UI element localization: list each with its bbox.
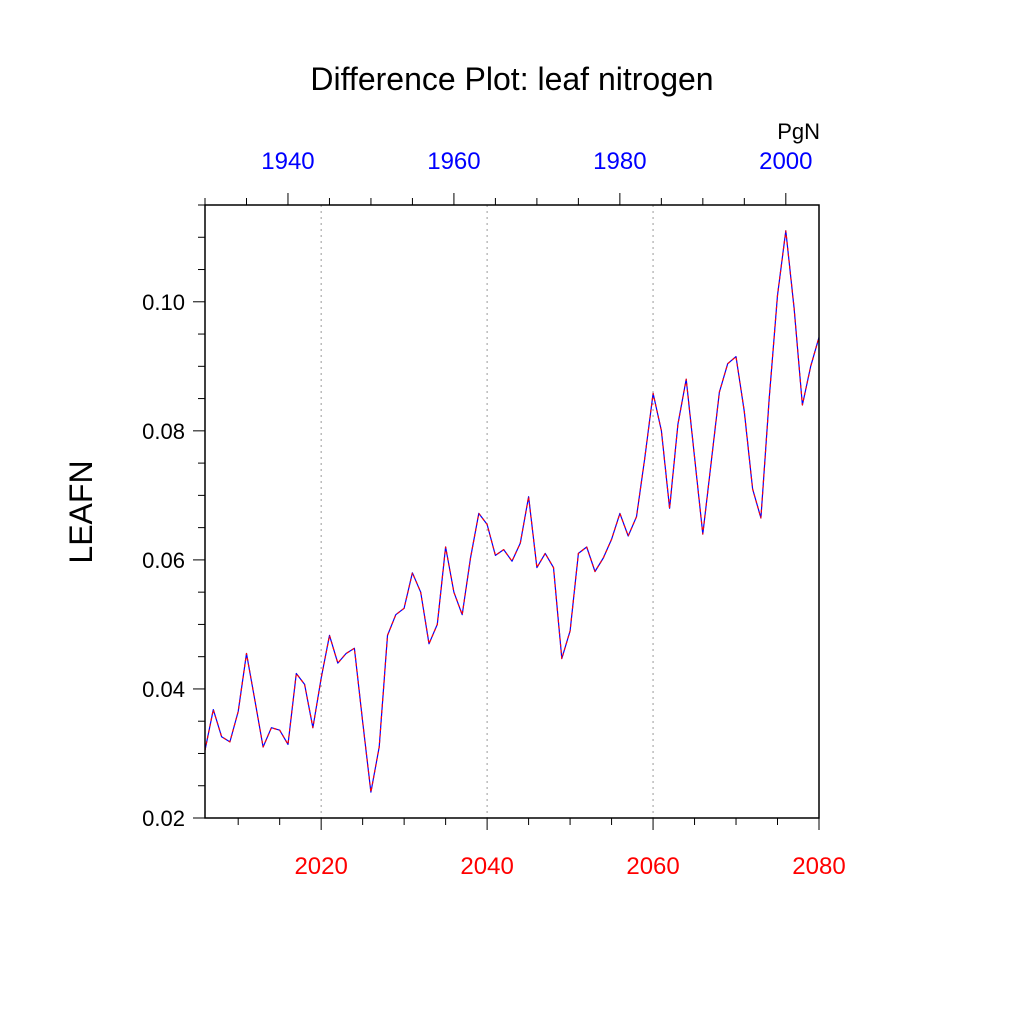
bottom-tick-label: 2060 (626, 853, 679, 880)
top-tick-label: 1980 (593, 148, 646, 175)
bottom-tick-label: 2020 (294, 853, 347, 880)
bottom-tick-label: 2080 (792, 853, 845, 880)
y-tick-label: 0.06 (142, 548, 185, 573)
units-label: PgN (777, 119, 820, 144)
series-lines (204, 230, 820, 793)
y-tick-label: 0.08 (142, 419, 185, 444)
bottom-tick-label: 2040 (460, 853, 513, 880)
chart-title: Difference Plot: leaf nitrogen (310, 61, 713, 97)
top-tick-label: 1960 (427, 148, 480, 175)
series-line-2 (204, 230, 820, 793)
plot-frame (204, 204, 820, 819)
tick-labels: 0.02 0.04 0.06 0.08 0.10 2020 2040 2060 2080 1940… (142, 148, 846, 880)
y-tick-label: 0.02 (142, 806, 185, 831)
axis-ticks (193, 193, 820, 830)
series-line-1 (204, 230, 820, 793)
top-tick-label: 2000 (759, 148, 812, 175)
y-axis-label: LEAFN (63, 460, 99, 563)
grid-lines (320, 205, 654, 818)
top-tick-label: 1940 (261, 148, 314, 175)
y-tick-label: 0.04 (142, 677, 185, 702)
y-tick-label: 0.10 (142, 290, 185, 315)
